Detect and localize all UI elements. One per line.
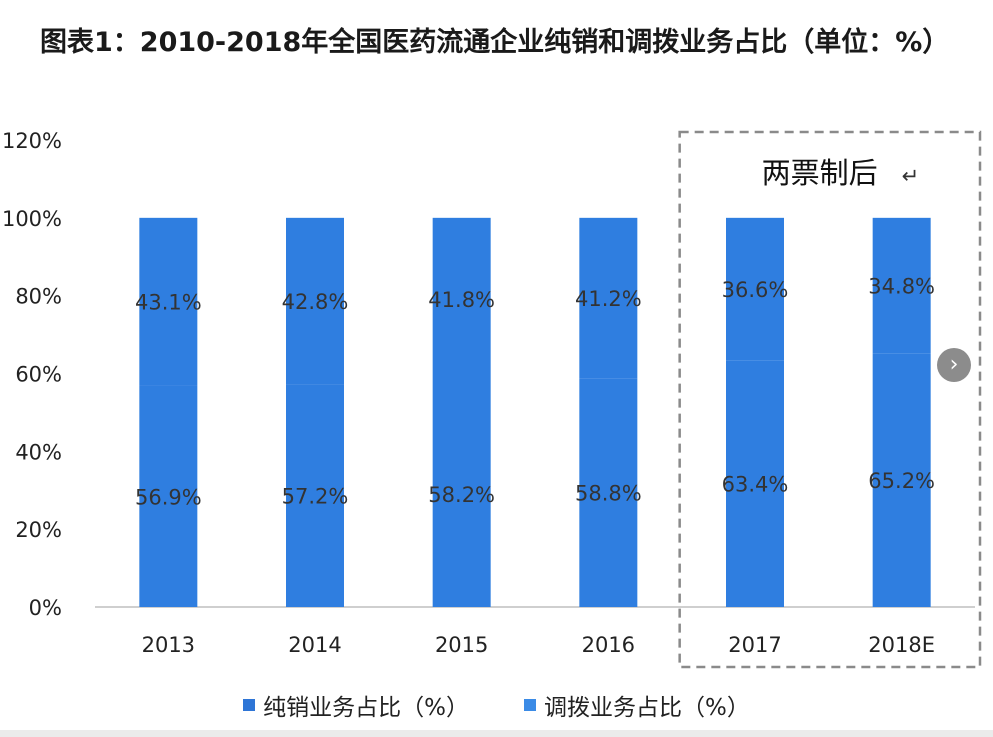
y-tick-label: 40% [15,440,62,464]
x-tick-label: 2014 [288,633,341,657]
x-tick-label: 2016 [582,633,635,657]
data-label: 58.2% [428,483,495,507]
data-label: 65.2% [868,469,935,493]
data-labels-layer: 56.9% 43.1% 57.2% 42.8% 58.2% 41.8% 58.8% 41.2%… [135,275,935,510]
x-tick-label: 2018E [868,633,935,657]
bar-segment [432,217,491,381]
data-label: 57.2% [282,485,349,509]
y-tick-label: 120% [2,129,62,153]
x-tick-label: 2015 [435,633,488,657]
bar-segment [872,353,931,607]
bar-segment [579,378,638,607]
y-tick-label: 0% [29,596,62,620]
y-tick-label: 60% [15,363,62,387]
data-label: 58.8% [575,482,642,506]
y-axis: 0% 20% 40% 60% 80% 100% 120% [2,129,975,620]
y-tick-label: 100% [2,207,62,231]
bar-segment [139,385,198,607]
bar-segment [579,217,638,379]
bar-segment [872,217,931,354]
y-tick-label: 20% [15,518,62,542]
y-tick-label: 80% [15,285,62,309]
data-label: 42.8% [282,290,349,314]
data-label: 34.8% [868,275,935,299]
x-tick-label: 2013 [142,633,195,657]
bar-segment [139,217,198,386]
x-tick-label: 2017 [728,633,781,657]
return-mark: ↵ [902,164,920,188]
legend-swatch-series-1 [243,699,256,711]
data-label: 41.2% [575,287,642,311]
legend-item-series-1: 纯销业务占比（%） [243,688,469,722]
data-label: 56.9% [135,485,202,509]
bar-segment [432,380,491,607]
data-label: 63.4% [722,473,789,497]
bar-segment [286,217,344,385]
chevron-right-icon: › [949,352,959,377]
legend-label-series-1: 纯销业务占比（%） [263,695,469,721]
chart-title: 图表1：2010-2018年全国医药流通企业纯销和调拨业务占比（单位：%） [40,27,950,58]
next-arrow-button[interactable]: › [937,348,971,382]
legend-item-series-2: 调拨业务占比（%） [524,688,750,722]
annotation-layer: 两票制后 ↵ [678,130,982,669]
x-axis: 2013 2014 2015 2016 2017 2018E [142,633,935,657]
highlight-dashed-box [678,130,982,669]
legend: 纯销业务占比（%） 调拨业务占比（%） [0,688,993,722]
data-label: 41.8% [428,288,495,312]
bars-layer [139,217,931,607]
data-label: 43.1% [135,291,202,315]
data-label: 36.6% [722,278,789,302]
bar-segment [726,360,784,607]
bar-segment [726,217,784,361]
legend-label-series-2: 调拨业务占比（%） [544,695,750,721]
annotation-label: 两票制后 [762,156,878,190]
legend-swatch-series-2 [524,699,536,711]
bottom-divider [0,730,993,737]
bar-segment [286,384,344,607]
